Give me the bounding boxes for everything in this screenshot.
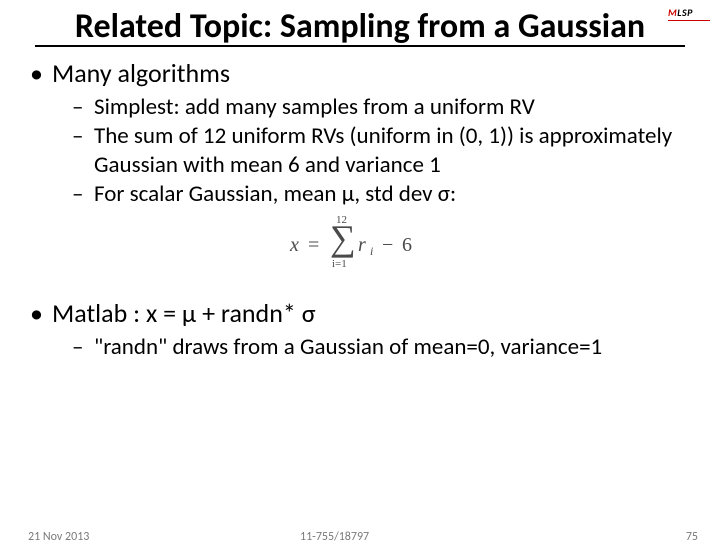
formula-bot: i=1 (332, 258, 347, 270)
bullet-matlab: Matlab : x = μ + randn* σ "randn" draws … (30, 297, 704, 362)
slide-title: Related Topic: Sampling from a Gaussian (35, 0, 685, 47)
logo: MLSP (668, 6, 710, 21)
formula-minus: − (382, 234, 393, 257)
sub-sum12: The sum of 12 uniform RVs (uniform in (0… (72, 122, 704, 180)
formula-r: r (358, 234, 366, 257)
formula-block: x = ∑ 12 i=1 r i − 6 (16, 216, 704, 281)
logo-lsp: LSP (677, 6, 693, 19)
formula-x: x (290, 234, 299, 257)
footer-date: 21 Nov 2013 (28, 530, 89, 544)
slide-content: Many algorithms Simplest: add many sampl… (0, 57, 720, 362)
sub-simplest: Simplest: add many samples from a unifor… (72, 93, 704, 122)
formula-six: 6 (402, 234, 412, 257)
footer-course: 11-755/18797 (300, 530, 369, 544)
bullet2-text: Matlab : x = μ + randn* σ (52, 297, 316, 329)
logo-m: M (668, 6, 677, 19)
formula-top: 12 (336, 214, 347, 226)
logo-underline (668, 20, 710, 21)
formula-isub: i (370, 244, 373, 259)
bullet-many-algorithms: Many algorithms Simplest: add many sampl… (30, 57, 704, 208)
sub-randn: "randn" draws from a Gaussian of mean=0,… (72, 333, 704, 362)
footer-page: 75 (686, 530, 698, 544)
formula-eq: = (308, 234, 319, 257)
formula-render: x = ∑ 12 i=1 r i − 6 (290, 216, 430, 276)
sub-scalar: For scalar Gaussian, mean μ, std dev σ: (72, 180, 704, 209)
bullet1-text: Many algorithms (52, 57, 230, 89)
